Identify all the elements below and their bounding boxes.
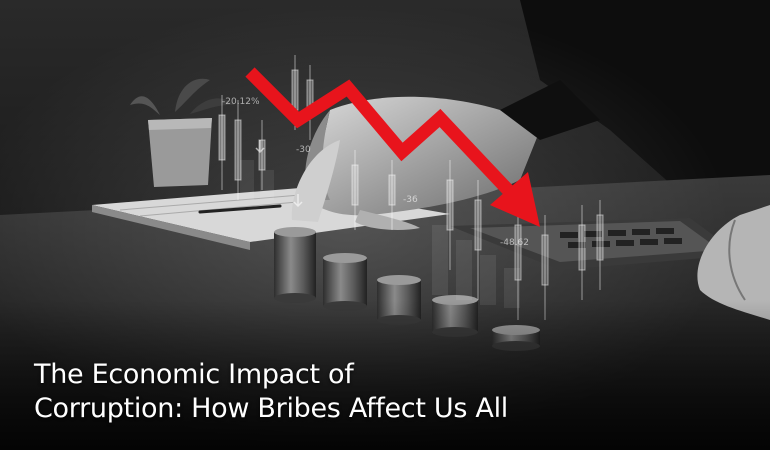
down-arrow-icon	[255, 140, 265, 154]
overlay-label-left: -30	[296, 145, 311, 155]
candlestick-overlay	[218, 55, 604, 320]
plant-pot	[130, 78, 235, 187]
red-trend-arrow-icon	[245, 67, 540, 227]
overlay-label-percent: -20.12%	[222, 97, 260, 107]
overlay-label-mid: -36	[403, 195, 418, 205]
down-arrow-icon	[293, 194, 303, 208]
headline-line-1: The Economic Impact of	[34, 359, 354, 390]
bar-overlay	[240, 160, 520, 308]
overlay-label-right: -48.62	[500, 238, 529, 248]
headline: The Economic Impact of Corruption: How B…	[34, 358, 734, 426]
calculator	[450, 218, 740, 270]
headline-line-2: Corruption: How Bribes Affect Us All	[34, 393, 508, 424]
hand	[291, 80, 600, 230]
right-hand	[697, 205, 770, 320]
